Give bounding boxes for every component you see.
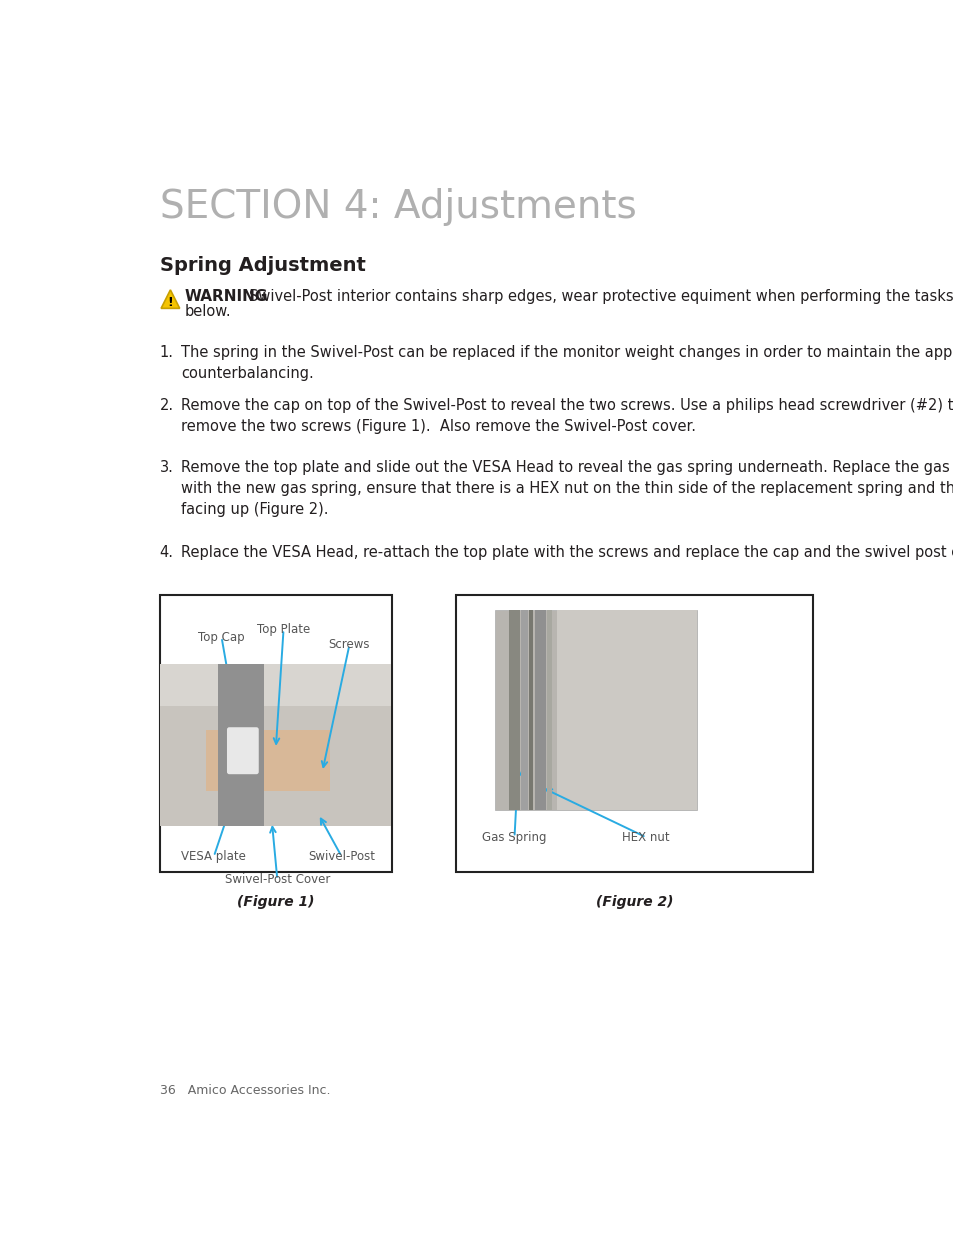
Text: 2.: 2. <box>159 399 173 414</box>
Text: Swivel-Post Cover: Swivel-Post Cover <box>224 873 330 887</box>
Bar <box>546 610 551 810</box>
Text: 4.: 4. <box>159 545 173 559</box>
Bar <box>509 610 519 810</box>
Text: Swivel-Post: Swivel-Post <box>308 850 375 863</box>
Bar <box>217 664 264 826</box>
Text: WARNING: WARNING <box>184 289 268 304</box>
Bar <box>160 664 391 706</box>
Text: 36   Amico Accessories Inc.: 36 Amico Accessories Inc. <box>159 1084 330 1097</box>
Text: Replace the VESA Head, re-attach the top plate with the screws and replace the c: Replace the VESA Head, re-attach the top… <box>181 545 953 559</box>
Text: VESA plate: VESA plate <box>181 850 246 863</box>
Bar <box>456 595 812 872</box>
Text: Spring Adjustment: Spring Adjustment <box>159 256 365 275</box>
Bar <box>495 610 696 810</box>
Bar <box>160 664 391 826</box>
Text: (Figure 2): (Figure 2) <box>596 895 673 909</box>
Text: Top Cap: Top Cap <box>198 631 245 643</box>
Text: !: ! <box>168 296 173 309</box>
Text: Swivel-Post interior contains sharp edges, wear protective equiment when perform: Swivel-Post interior contains sharp edge… <box>249 289 952 304</box>
Bar <box>521 610 527 810</box>
Text: (Figure 1): (Figure 1) <box>236 895 314 909</box>
Bar <box>529 610 533 810</box>
Text: 1.: 1. <box>159 345 173 359</box>
Text: Remove the cap on top of the Swivel-Post to reveal the two screws. Use a philips: Remove the cap on top of the Swivel-Post… <box>181 399 953 435</box>
Bar <box>159 595 392 872</box>
Text: Screws: Screws <box>329 638 370 651</box>
Text: below.: below. <box>184 304 231 319</box>
Text: 3.: 3. <box>159 461 173 475</box>
Bar <box>557 610 696 810</box>
Text: SECTION 4: Adjustments: SECTION 4: Adjustments <box>159 188 636 226</box>
Text: Gas Spring: Gas Spring <box>482 831 546 844</box>
FancyBboxPatch shape <box>227 727 258 774</box>
Text: HEX nut: HEX nut <box>621 831 669 844</box>
Bar <box>206 730 330 792</box>
Text: Top Plate: Top Plate <box>256 622 310 636</box>
Text: Remove the top plate and slide out the VESA Head to reveal the gas spring undern: Remove the top plate and slide out the V… <box>181 461 953 517</box>
Bar <box>534 610 545 810</box>
Polygon shape <box>161 290 179 309</box>
Text: The spring in the Swivel-Post can be replaced if the monitor weight changes in o: The spring in the Swivel-Post can be rep… <box>181 345 953 380</box>
